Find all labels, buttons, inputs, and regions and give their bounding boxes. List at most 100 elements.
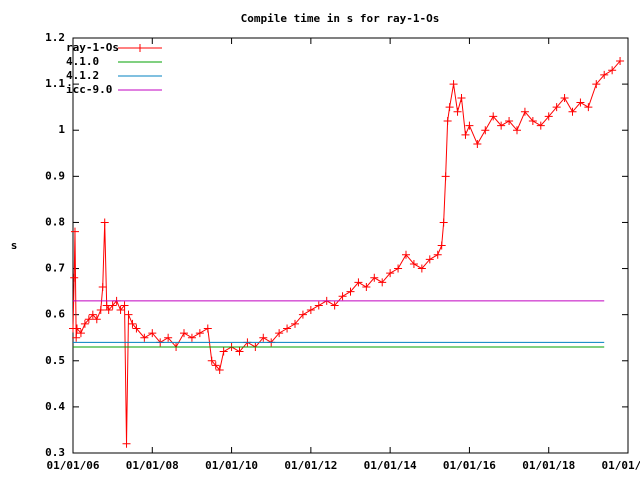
point-marker bbox=[283, 324, 292, 333]
point-marker bbox=[600, 70, 609, 79]
point-marker bbox=[433, 250, 442, 259]
point-marker bbox=[72, 324, 81, 333]
point-marker bbox=[298, 310, 307, 319]
plot-frame bbox=[72, 37, 629, 454]
point-marker bbox=[98, 283, 107, 291]
point-marker bbox=[465, 121, 474, 130]
x-tick-label: 01/01/18 bbox=[522, 459, 575, 472]
point-marker bbox=[203, 324, 212, 333]
point-marker bbox=[291, 319, 299, 328]
point-marker bbox=[96, 306, 105, 315]
point-marker bbox=[616, 57, 625, 66]
point-marker bbox=[354, 278, 363, 287]
point-marker bbox=[608, 66, 617, 75]
point-marker bbox=[386, 269, 395, 278]
series-line bbox=[72, 60, 621, 444]
point-marker bbox=[120, 301, 129, 310]
point-marker bbox=[528, 117, 537, 125]
point-marker bbox=[211, 361, 220, 370]
point-marker bbox=[520, 107, 529, 116]
point-marker bbox=[453, 107, 462, 116]
point-marker bbox=[148, 329, 157, 338]
point-marker bbox=[219, 347, 228, 356]
point-marker bbox=[481, 126, 490, 135]
point-marker bbox=[560, 93, 569, 102]
point-marker bbox=[72, 333, 81, 342]
point-marker bbox=[132, 324, 141, 333]
point-marker bbox=[505, 117, 514, 125]
point-marker bbox=[457, 93, 466, 102]
point-marker bbox=[128, 319, 137, 328]
point-marker bbox=[441, 172, 450, 181]
point-marker bbox=[104, 306, 113, 315]
point-marker bbox=[439, 218, 448, 227]
point-marker bbox=[180, 329, 188, 338]
legend-label: ray-1-Os bbox=[66, 41, 119, 54]
x-tick-label: 01/01/06 bbox=[47, 459, 100, 472]
point-marker bbox=[402, 250, 410, 259]
point-marker bbox=[108, 301, 117, 310]
point-marker bbox=[417, 264, 426, 273]
y-tick-label: 0.7 bbox=[45, 262, 65, 275]
point-marker bbox=[370, 273, 379, 282]
point-marker bbox=[195, 329, 204, 338]
point-marker bbox=[116, 306, 125, 315]
point-marker bbox=[443, 117, 452, 125]
point-marker bbox=[235, 347, 244, 356]
y-tick-label: 0.3 bbox=[45, 446, 65, 459]
point-marker bbox=[92, 315, 101, 324]
point-marker bbox=[140, 333, 149, 342]
point-marker bbox=[544, 112, 553, 121]
point-marker bbox=[437, 241, 446, 250]
chart-title: Compile time in s for ray-1-Os bbox=[241, 12, 440, 25]
point-marker bbox=[275, 329, 284, 338]
y-tick-label: 0.4 bbox=[45, 400, 65, 413]
point-marker bbox=[187, 333, 196, 342]
x-tick-label: 01/01/20 bbox=[602, 459, 640, 472]
point-marker bbox=[338, 292, 347, 301]
point-marker bbox=[80, 319, 89, 328]
y-tick-label: 1.1 bbox=[45, 77, 65, 90]
point-marker bbox=[70, 273, 79, 282]
point-marker bbox=[259, 333, 268, 342]
point-marker bbox=[207, 356, 216, 365]
y-tick-label: 0.9 bbox=[45, 169, 65, 182]
point-marker bbox=[306, 306, 315, 315]
legend-label: 4.1.2 bbox=[66, 69, 99, 82]
y-tick-label: 0.5 bbox=[45, 354, 65, 367]
y-tick-label: 1.2 bbox=[45, 31, 65, 44]
x-tick-label: 01/01/10 bbox=[205, 459, 258, 472]
point-marker bbox=[449, 80, 458, 89]
x-tick-label: 01/01/12 bbox=[284, 459, 337, 472]
point-marker bbox=[88, 310, 97, 319]
point-marker bbox=[76, 329, 85, 338]
point-marker bbox=[513, 126, 521, 135]
y-tick-label: 0.8 bbox=[45, 215, 65, 228]
point-marker bbox=[314, 301, 323, 310]
point-marker bbox=[346, 287, 355, 296]
point-marker bbox=[461, 130, 470, 139]
x-tick-label: 01/01/16 bbox=[443, 459, 496, 472]
point-marker bbox=[84, 315, 93, 324]
point-marker bbox=[536, 121, 545, 130]
point-marker bbox=[378, 278, 387, 287]
point-marker bbox=[497, 121, 506, 130]
y-axis-label: s bbox=[11, 239, 18, 252]
point-marker bbox=[489, 112, 498, 121]
point-marker bbox=[473, 140, 482, 149]
y-tick-label: 1 bbox=[58, 123, 65, 136]
point-marker bbox=[425, 255, 434, 264]
point-marker bbox=[445, 103, 454, 112]
legend-label: icc-9.0 bbox=[66, 83, 112, 96]
point-marker bbox=[124, 310, 133, 319]
point-marker bbox=[592, 80, 601, 89]
point-marker bbox=[576, 98, 585, 107]
point-marker bbox=[215, 366, 224, 374]
point-marker bbox=[568, 107, 577, 116]
x-tick-label: 01/01/14 bbox=[364, 459, 417, 472]
legend-label: 4.1.0 bbox=[66, 55, 99, 68]
point-marker bbox=[70, 227, 79, 236]
point-marker bbox=[552, 103, 561, 112]
